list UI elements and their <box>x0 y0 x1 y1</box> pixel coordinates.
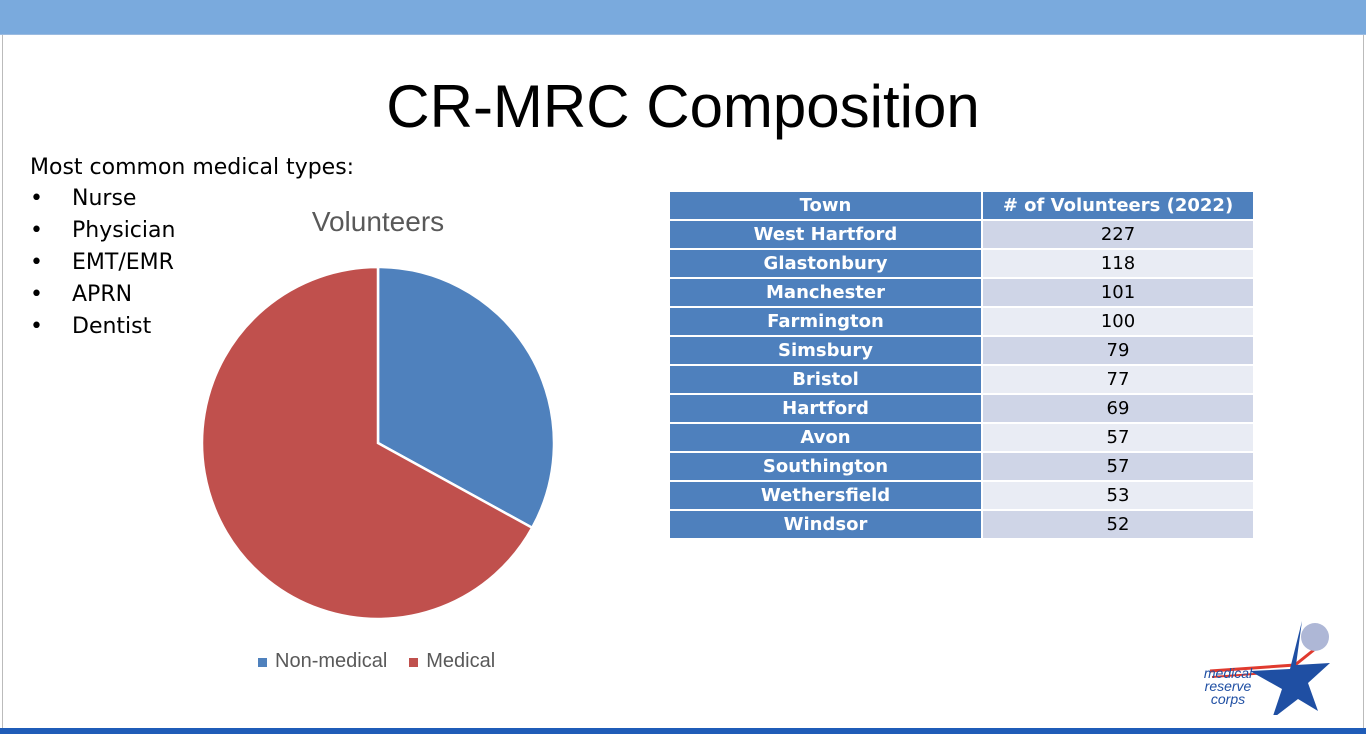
volunteers-cell: 53 <box>983 482 1253 509</box>
header-volunteers: # of Volunteers (2022) <box>983 192 1253 219</box>
town-cell: Bristol <box>670 366 981 393</box>
legend-item: Non-medical <box>258 650 387 673</box>
town-cell: Simsbury <box>670 337 981 364</box>
top-bar <box>0 0 1366 35</box>
svg-text:medical: medical <box>1204 665 1253 681</box>
medical-type-label: Physician <box>72 218 176 243</box>
svg-text:corps: corps <box>1211 691 1245 707</box>
volunteers-cell: 52 <box>983 511 1253 538</box>
table-row: Simsbury 79 <box>670 337 1253 364</box>
medical-type-item: • APRN <box>30 282 175 314</box>
town-cell: Windsor <box>670 511 981 538</box>
pie-chart <box>200 265 556 621</box>
table-row: Farmington 100 <box>670 308 1253 335</box>
medical-type-item: • Physician <box>30 218 175 250</box>
legend-swatch <box>409 658 419 667</box>
chart-legend: Non-medical Medical <box>258 650 495 673</box>
pie-slice-medical <box>200 265 534 621</box>
legend-swatch <box>258 658 267 667</box>
volunteers-cell: 57 <box>983 424 1253 451</box>
town-cell: Glastonbury <box>670 250 981 277</box>
table-row: Bristol 77 <box>670 366 1253 393</box>
table-row: Wethersfield 53 <box>670 482 1253 509</box>
town-cell: West Hartford <box>670 221 981 248</box>
svg-text:reserve: reserve <box>1205 678 1252 694</box>
legend-item: Medical <box>409 650 495 673</box>
mrc-logo: medical reserve corps <box>1204 621 1330 715</box>
table-row: Southington 57 <box>670 453 1253 480</box>
volunteers-cell: 77 <box>983 366 1253 393</box>
medical-type-item: • EMT/EMR <box>30 250 175 282</box>
volunteers-cell: 79 <box>983 337 1253 364</box>
table-row: Windsor 52 <box>670 511 1253 538</box>
medical-type-label: EMT/EMR <box>72 250 174 275</box>
table-row: West Hartford 227 <box>670 221 1253 248</box>
legend-label: Non-medical <box>275 650 388 672</box>
bullet: • <box>30 186 43 211</box>
table-row: Glastonbury 118 <box>670 250 1253 277</box>
medical-type-item: • Dentist <box>30 314 175 346</box>
town-cell: Farmington <box>670 308 981 335</box>
table-row: Manchester 101 <box>670 279 1253 306</box>
town-cell: Hartford <box>670 395 981 422</box>
medical-type-item: • Nurse <box>30 186 175 218</box>
bullet: • <box>30 250 43 275</box>
chart-title: Volunteers <box>311 206 445 237</box>
volunteers-cell: 69 <box>983 395 1253 422</box>
medical-type-label: APRN <box>72 282 133 307</box>
header-town: Town <box>670 192 981 219</box>
town-cell: Avon <box>670 424 981 451</box>
medical-type-label: Dentist <box>72 314 152 339</box>
town-cell: Southington <box>670 453 981 480</box>
town-cell: Wethersfield <box>670 482 981 509</box>
table-row: Hartford 69 <box>670 395 1253 422</box>
legend-label: Medical <box>426 650 496 672</box>
volunteers-cell: 101 <box>983 279 1253 306</box>
volunteers-cell: 118 <box>983 250 1253 277</box>
volunteers-table: Town # of Volunteers (2022) West Hartfor… <box>668 190 1255 540</box>
table-row: Avon 57 <box>670 424 1253 451</box>
bullet: • <box>30 314 43 339</box>
slide-frame <box>2 35 1364 728</box>
slide-title: CR-MRC Composition <box>386 73 980 140</box>
bullet: • <box>30 218 43 243</box>
volunteers-cell: 227 <box>983 221 1253 248</box>
volunteers-cell: 100 <box>983 308 1253 335</box>
pie-slice-non-medical <box>376 265 556 530</box>
medical-types-list: • Nurse • Physician • EMT/EMR • APRN • Dentist <box>30 186 175 346</box>
volunteers-cell: 57 <box>983 453 1253 480</box>
town-cell: Manchester <box>670 279 981 306</box>
intro-text: Most common medical types: <box>30 155 355 180</box>
medical-type-label: Nurse <box>72 186 137 211</box>
bullet: • <box>30 282 43 307</box>
bottom-bar <box>0 728 1366 734</box>
